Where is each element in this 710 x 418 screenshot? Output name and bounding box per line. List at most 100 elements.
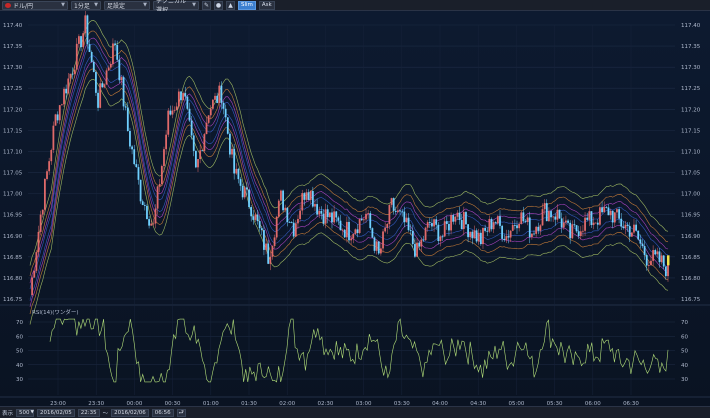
candle-body [469, 231, 472, 238]
candle-body [141, 201, 144, 206]
candle-body [369, 213, 372, 229]
candle-body [579, 231, 582, 237]
chart-area[interactable]: 117.40 117.40 117.35 117.35 117.30 117.30 117.… [0, 9, 710, 407]
candle-body [146, 205, 148, 220]
candle-body [203, 134, 206, 151]
price-tick-left: 117.10 [3, 149, 23, 155]
candle-body [428, 222, 431, 224]
rsi-tick-right: 70 [681, 320, 688, 326]
candle-body [214, 95, 216, 100]
candle-body [316, 204, 318, 215]
candle-body [601, 207, 603, 213]
candle-body [250, 207, 253, 217]
candle-body [61, 104, 63, 106]
candle-body [328, 212, 331, 218]
candle-body [248, 189, 250, 208]
candle-body [596, 222, 599, 225]
candle-body [492, 222, 495, 230]
candle-body [277, 200, 280, 217]
candle-body [541, 209, 544, 226]
price-tick-right: 117.10 [681, 149, 701, 155]
price-chart-svg[interactable]: 117.40 117.40 117.35 117.35 117.30 117.30 117.… [0, 9, 710, 407]
candle-body [392, 198, 395, 211]
candle-body [43, 179, 46, 210]
candle-body [584, 217, 586, 231]
candle-body [371, 228, 374, 238]
candle-body [220, 85, 223, 103]
candle-body [275, 216, 278, 238]
candle-body [486, 230, 489, 232]
candle-body [411, 230, 414, 245]
mode-select[interactable]: 足設定 ▼ [104, 0, 150, 10]
candle-body [352, 233, 355, 239]
candle-body [237, 168, 240, 180]
bottom-bar: 表示 500 ▼ 2016/02/05 22:35 〜 2016/02/06 06… [0, 406, 710, 418]
candle-body [69, 73, 72, 79]
candle-body [186, 96, 189, 109]
rsi-tick-left: 50 [16, 349, 23, 355]
candle-body [82, 33, 85, 48]
slim-toggle[interactable]: Slim [238, 0, 256, 10]
chevron-down-icon: ▼ [94, 2, 98, 8]
candle-body [454, 216, 457, 222]
from-time-field[interactable]: 22:35 [77, 408, 100, 417]
candle-body [488, 218, 491, 232]
band-upper [29, 37, 669, 284]
candle-body [496, 216, 499, 224]
candle-body [288, 222, 291, 223]
interval-select[interactable]: 1分足 ▼ [71, 0, 101, 10]
ask-toggle[interactable]: Ask [258, 0, 275, 10]
candle-body [437, 224, 440, 242]
candle-body [333, 211, 336, 223]
candle-body [524, 221, 527, 223]
candle-body [435, 219, 438, 225]
candle-body [207, 115, 210, 123]
symbol-select[interactable]: ドル/円 ▼ [2, 0, 68, 10]
to-date-field[interactable]: 2016/02/06 [111, 408, 149, 417]
return-icon[interactable]: ⮐ [176, 408, 186, 417]
candle-body [129, 131, 131, 147]
candle-body [530, 233, 533, 238]
candle-body [403, 211, 406, 223]
candle-body [241, 185, 244, 198]
axis-labels: 117.40 117.40 117.35 117.35 117.30 117.30 117.… [3, 23, 701, 407]
candle-body [233, 148, 236, 174]
candle-body [558, 209, 561, 219]
candle-body [620, 218, 623, 227]
mode-label: 足設定 [107, 2, 126, 10]
from-date-field[interactable]: 2016/02/05 [37, 408, 75, 417]
band-upper [29, 30, 669, 277]
candle-body [628, 225, 631, 237]
candle-body [137, 167, 140, 180]
pen-icon[interactable]: ✎ [202, 0, 211, 10]
count-select[interactable]: 500 ▼ [16, 408, 35, 417]
candle-body [539, 225, 542, 231]
candle-body [626, 224, 629, 226]
candle-body [263, 230, 265, 250]
candle-body [260, 228, 263, 231]
band-lower [29, 79, 669, 325]
candle-body [650, 260, 652, 266]
to-time-value: 06:56 [154, 409, 171, 416]
candle-body [152, 223, 155, 225]
candle-body [224, 108, 227, 118]
price-tick-right: 117.30 [681, 65, 701, 71]
to-time-field[interactable]: 06:56 [151, 408, 174, 417]
candle-body [290, 222, 293, 223]
indicator-select[interactable]: テクニカル選択 ▼ [153, 0, 199, 14]
mountain-chart-icon[interactable]: ▲ [226, 0, 235, 10]
candle-body [211, 99, 214, 109]
candle-body [33, 270, 36, 278]
candle-body [175, 106, 178, 111]
info-icon[interactable]: ● [214, 0, 223, 10]
candle-body [618, 209, 620, 219]
candle-body [324, 209, 327, 224]
price-tick-left: 117.15 [3, 128, 23, 134]
candle-body [633, 224, 635, 233]
candle-body [577, 231, 580, 237]
slim-label: Slim [241, 2, 253, 8]
price-tick-left: 116.80 [3, 276, 23, 282]
candle-body [537, 226, 540, 231]
candle-body [222, 102, 225, 109]
candle-body [571, 224, 574, 239]
